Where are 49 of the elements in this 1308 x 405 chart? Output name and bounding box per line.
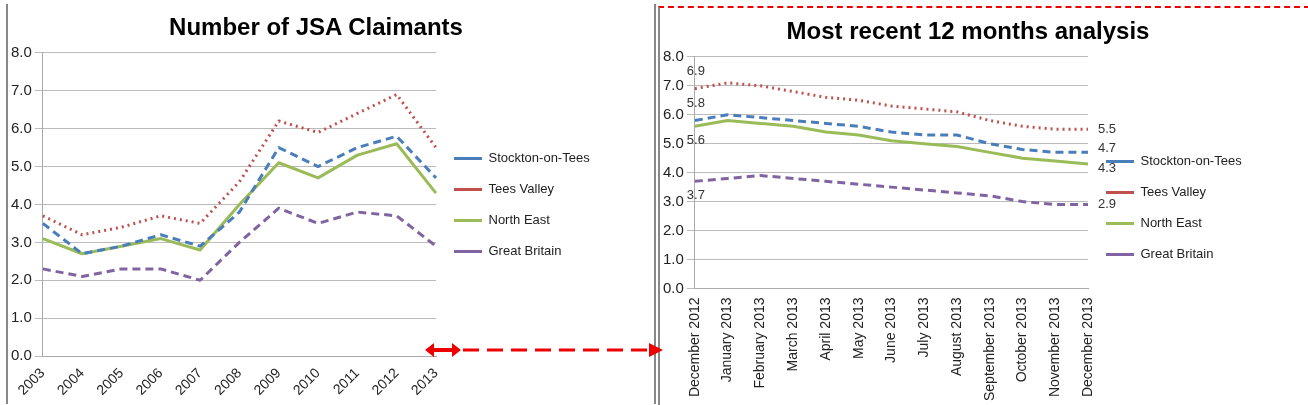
y-tick-label: 5.0 bbox=[662, 133, 684, 151]
x-tick-label: September 2013 bbox=[980, 297, 997, 402]
legend-label: Tees Valley bbox=[488, 181, 555, 197]
x-tick-label: March 2013 bbox=[784, 297, 800, 372]
legend-label: Great Britain bbox=[1140, 246, 1214, 262]
x-tick-label: December 2013 bbox=[1078, 297, 1095, 398]
y-tick-label: 4.0 bbox=[10, 194, 32, 212]
x-tick-label: May 2013 bbox=[849, 297, 866, 359]
y-tick-label: 0.0 bbox=[10, 346, 32, 364]
data-label: 4.7 bbox=[1098, 139, 1117, 155]
data-label: 5.5 bbox=[1098, 120, 1117, 136]
data-label: 5.6 bbox=[686, 131, 705, 147]
data-label: 3.7 bbox=[686, 186, 705, 202]
y-tick-label: 7.0 bbox=[10, 80, 32, 98]
data-label: 6.9 bbox=[686, 63, 705, 79]
y-tick-label: 2.0 bbox=[10, 270, 32, 288]
y-tick-label: 3.0 bbox=[10, 232, 32, 250]
data-label: 5.8 bbox=[686, 95, 705, 111]
chart-title: Most recent 12 months analysis bbox=[786, 17, 1150, 45]
y-tick-label: 4.0 bbox=[662, 162, 684, 180]
y-tick-label: 8.0 bbox=[662, 46, 684, 64]
legend-label: Stockton-on-Tees bbox=[488, 150, 591, 166]
x-tick-label: October 2013 bbox=[1013, 297, 1030, 383]
legend-label: North East bbox=[488, 212, 551, 228]
legend-label: Great Britain bbox=[488, 243, 562, 259]
y-tick-label: 2.0 bbox=[662, 220, 684, 238]
x-tick-label: June 2013 bbox=[882, 297, 899, 363]
y-tick-label: 6.0 bbox=[662, 104, 684, 122]
y-tick-label: 1.0 bbox=[10, 308, 32, 326]
x-tick-label: January 2013 bbox=[718, 297, 735, 383]
data-label: 4.3 bbox=[1098, 159, 1117, 175]
y-tick-label: 6.0 bbox=[10, 118, 32, 136]
data-label: 2.9 bbox=[1098, 196, 1117, 212]
y-tick-label: 7.0 bbox=[662, 75, 684, 93]
y-tick-label: 0.0 bbox=[662, 278, 684, 296]
legend-label: Stockton-on-Tees bbox=[1140, 153, 1243, 169]
y-tick-label: 1.0 bbox=[662, 249, 684, 267]
legend-label: Tees Valley bbox=[1140, 184, 1207, 200]
y-tick-label: 8.0 bbox=[10, 42, 32, 60]
x-tick-label: August 2013 bbox=[947, 297, 964, 377]
y-tick-label: 3.0 bbox=[662, 191, 684, 209]
x-tick-label: July 2013 bbox=[915, 297, 932, 358]
x-tick-label: February 2013 bbox=[751, 297, 768, 389]
x-tick-label: April 2013 bbox=[816, 297, 833, 361]
x-tick-label: November 2013 bbox=[1046, 297, 1063, 398]
x-tick-label: December 2012 bbox=[685, 297, 702, 398]
chart-title: Number of JSA Claimants bbox=[169, 13, 463, 41]
y-tick-label: 5.0 bbox=[10, 156, 32, 174]
legend-label: North East bbox=[1140, 215, 1203, 231]
